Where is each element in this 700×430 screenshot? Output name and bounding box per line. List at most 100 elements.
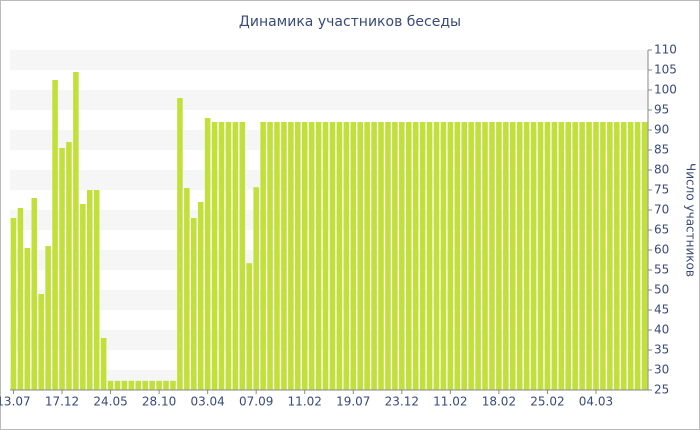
y-tick-label: 70	[654, 203, 669, 217]
bar	[135, 380, 142, 390]
bar	[350, 122, 357, 390]
bar	[607, 122, 613, 390]
y-tick-label: 25	[654, 383, 669, 397]
bar	[31, 198, 38, 390]
bar	[579, 122, 585, 390]
bar	[405, 122, 412, 390]
bar	[572, 122, 578, 390]
x-tick-label: 13.07	[0, 395, 31, 409]
bar	[308, 122, 315, 390]
bar	[93, 190, 100, 390]
bar	[170, 380, 176, 390]
y-axis-label: Число участников	[684, 163, 698, 277]
bar	[565, 122, 572, 390]
bar	[38, 294, 44, 390]
bar	[190, 218, 197, 390]
bar	[551, 122, 558, 390]
bar	[399, 122, 405, 390]
bar	[253, 187, 259, 390]
grid-band	[10, 290, 648, 310]
y-tick-label: 100	[654, 83, 677, 97]
bar	[288, 122, 294, 390]
bar	[503, 122, 509, 390]
bar	[260, 122, 266, 390]
bar	[52, 80, 58, 390]
x-tick-label: 11.02	[433, 395, 467, 409]
bar	[509, 122, 516, 390]
y-tick-label: 55	[654, 263, 669, 277]
bar	[66, 142, 72, 390]
bar	[315, 122, 322, 390]
y-tick-label: 85	[654, 143, 669, 157]
y-tick-label: 30	[654, 363, 669, 377]
bar	[329, 122, 336, 390]
bar	[322, 122, 329, 390]
bar	[357, 122, 363, 390]
bar	[149, 380, 155, 390]
bar	[482, 122, 488, 390]
bar	[295, 122, 301, 390]
bar	[468, 122, 474, 390]
bar	[447, 122, 454, 390]
bar	[412, 122, 419, 390]
bar	[496, 122, 502, 390]
bar	[163, 380, 169, 390]
bar	[392, 122, 398, 390]
y-tick-label: 110	[654, 43, 677, 57]
bar	[301, 122, 308, 390]
bar	[86, 190, 93, 390]
bar	[177, 98, 183, 390]
bar	[17, 208, 24, 390]
bar	[537, 122, 544, 390]
bar	[343, 122, 350, 390]
bar	[142, 380, 149, 390]
x-tick-label: 25.02	[530, 395, 564, 409]
grid-band	[10, 370, 648, 390]
grid-band	[10, 90, 648, 110]
grid-band	[10, 210, 648, 230]
grid-band	[10, 130, 648, 150]
y-tick-label: 40	[654, 323, 669, 337]
grid-band	[10, 330, 648, 350]
grid-band	[10, 250, 648, 270]
y-tick-label: 60	[654, 243, 669, 257]
x-tick-label: 24.05	[93, 395, 127, 409]
bar	[634, 122, 641, 390]
y-tick-label: 45	[654, 303, 669, 317]
bar	[600, 122, 606, 390]
x-tick-label: 03.04	[190, 395, 224, 409]
y-tick-label: 75	[654, 183, 669, 197]
bar	[440, 122, 447, 390]
bar	[73, 72, 79, 390]
bar	[627, 122, 634, 390]
bar	[641, 122, 648, 390]
y-tick-label: 105	[654, 63, 677, 77]
bar	[232, 122, 239, 390]
bar	[419, 122, 426, 390]
bar	[267, 122, 273, 390]
bar	[558, 122, 565, 390]
bar	[114, 380, 121, 390]
bar	[516, 122, 523, 390]
bar	[239, 122, 246, 390]
x-tick-label: 28.10	[142, 395, 176, 409]
x-tick-label: 17.12	[45, 395, 79, 409]
bar	[211, 122, 218, 390]
bar	[107, 380, 114, 390]
bar	[281, 122, 287, 390]
x-tick-label: 04.03	[579, 395, 613, 409]
bar	[364, 122, 370, 390]
bar	[614, 122, 620, 390]
bar	[523, 122, 530, 390]
y-tick-label: 95	[654, 103, 669, 117]
bar	[489, 122, 495, 390]
x-tick-label: 18.02	[482, 395, 516, 409]
bar	[156, 380, 162, 390]
x-tick-label: 11.02	[288, 395, 322, 409]
y-tick-label: 65	[654, 223, 669, 237]
bar	[586, 122, 592, 390]
bar	[121, 380, 128, 390]
bar	[218, 122, 225, 390]
bar	[433, 122, 440, 390]
bar	[593, 122, 599, 390]
